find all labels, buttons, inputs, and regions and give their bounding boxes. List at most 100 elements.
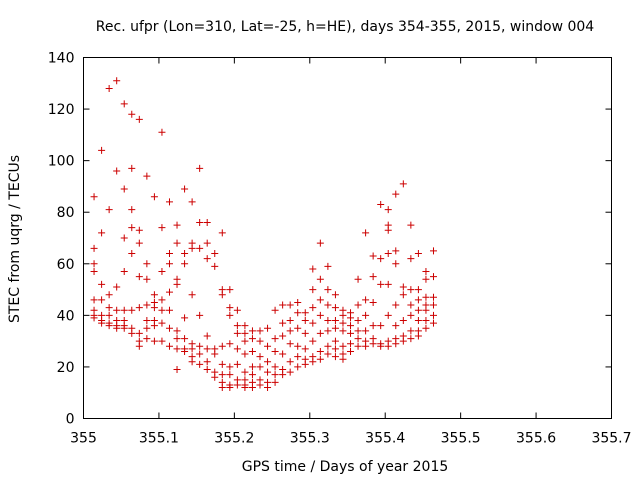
data-point <box>339 342 347 350</box>
data-point <box>135 226 143 234</box>
y-tick-label: 120 <box>48 102 75 118</box>
data-point <box>150 291 158 299</box>
data-point <box>392 301 400 309</box>
data-point <box>120 185 128 193</box>
data-point <box>384 311 392 319</box>
data-point <box>414 249 422 257</box>
data-point <box>324 350 332 358</box>
data-point <box>294 342 302 350</box>
data-point <box>218 342 226 350</box>
data-point <box>256 381 264 389</box>
data-point <box>173 335 181 343</box>
data-point <box>226 340 234 348</box>
data-point <box>248 371 256 379</box>
data-point <box>173 327 181 335</box>
data-point <box>286 317 294 325</box>
y-tick-label: 140 <box>48 51 75 67</box>
data-point <box>324 262 332 270</box>
data-point <box>271 335 279 343</box>
data-point <box>181 314 189 322</box>
data-point <box>354 317 362 325</box>
data-point <box>429 301 437 309</box>
data-point <box>90 268 98 276</box>
data-point <box>135 239 143 247</box>
data-point <box>128 224 136 232</box>
data-point <box>422 268 430 276</box>
data-point <box>286 340 294 348</box>
data-point <box>384 342 392 350</box>
data-point <box>226 304 234 312</box>
data-point <box>203 239 211 247</box>
data-point <box>113 167 121 175</box>
data-point <box>271 378 279 386</box>
data-point <box>196 350 204 358</box>
data-point <box>369 252 377 260</box>
data-point <box>347 340 355 348</box>
data-point <box>211 249 219 257</box>
data-point <box>331 324 339 332</box>
data-point <box>211 373 219 381</box>
data-point <box>414 332 422 340</box>
data-point <box>369 298 377 306</box>
data-point <box>181 347 189 355</box>
data-point <box>181 249 189 257</box>
data-point <box>407 311 415 319</box>
data-point <box>316 275 324 283</box>
data-point <box>279 301 287 309</box>
data-point <box>203 345 211 353</box>
x-tick-label: 355 <box>70 431 97 447</box>
data-point <box>316 329 324 337</box>
data-point <box>316 355 324 363</box>
data-point <box>279 332 287 340</box>
data-point <box>165 306 173 314</box>
data-point <box>256 353 264 361</box>
data-point <box>150 304 158 312</box>
data-point <box>150 337 158 345</box>
data-point <box>158 224 166 232</box>
data-point <box>279 350 287 358</box>
data-point <box>248 384 256 392</box>
data-point <box>203 255 211 263</box>
data-point <box>196 244 204 252</box>
data-point <box>331 337 339 345</box>
data-point <box>203 358 211 366</box>
data-point <box>181 185 189 193</box>
data-point <box>264 358 272 366</box>
data-point <box>196 342 204 350</box>
data-point <box>294 353 302 361</box>
data-point <box>150 322 158 330</box>
data-point <box>143 275 151 283</box>
data-point <box>362 342 370 350</box>
data-point <box>347 347 355 355</box>
data-point <box>188 198 196 206</box>
data-point <box>414 296 422 304</box>
data-point <box>233 329 241 337</box>
data-point <box>173 366 181 374</box>
data-point <box>347 314 355 322</box>
data-point <box>113 324 121 332</box>
data-point <box>256 363 264 371</box>
data-point <box>301 329 309 337</box>
data-point <box>407 286 415 294</box>
data-point <box>248 335 256 343</box>
data-point <box>158 268 166 276</box>
data-point <box>196 219 204 227</box>
data-point <box>226 363 234 371</box>
y-tick-label: 80 <box>57 205 75 221</box>
data-point <box>98 146 106 154</box>
data-point <box>203 332 211 340</box>
data-point <box>165 342 173 350</box>
data-point <box>392 260 400 268</box>
data-point <box>339 327 347 335</box>
data-point <box>143 260 151 268</box>
data-point <box>399 283 407 291</box>
data-point <box>399 291 407 299</box>
data-point <box>173 239 181 247</box>
data-point <box>143 335 151 343</box>
x-tick-label: 355.4 <box>365 431 405 447</box>
data-point <box>188 358 196 366</box>
data-point <box>309 358 317 366</box>
data-point <box>135 329 143 337</box>
data-point <box>105 311 113 319</box>
data-point <box>90 260 98 268</box>
